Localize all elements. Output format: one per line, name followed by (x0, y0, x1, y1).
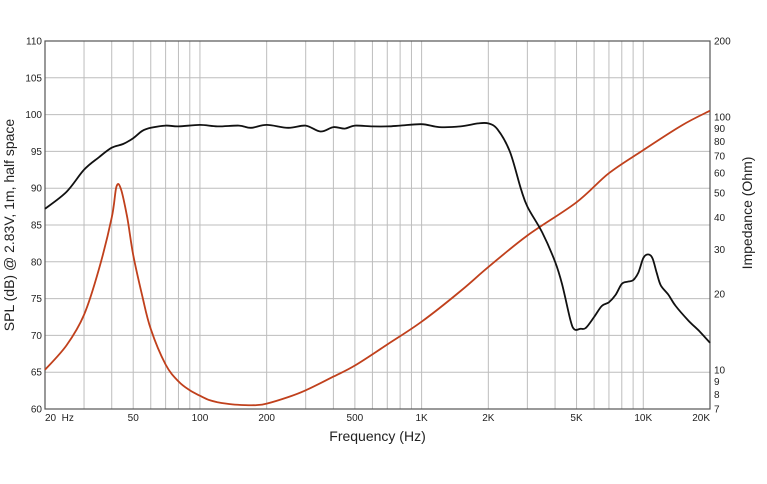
impedance-curve (44, 109, 711, 407)
y-right-tick-label: 80 (714, 137, 726, 148)
y-axis-right-label: Impedance (Ohm) (739, 157, 755, 270)
y-right-tick-label: 200 (714, 37, 731, 48)
y-right-tick-label: 9 (714, 377, 720, 388)
y-left-tick-label: 80 (31, 257, 43, 268)
y-right-tick-label: 40 (714, 213, 726, 224)
y-left-tick-label: 75 (31, 294, 43, 305)
y-axis-left-label: SPL (dB) @ 2.83V, 1m, half space (1, 119, 17, 332)
spl-curve (44, 121, 711, 344)
x-tick-labels: 20 Hz 50 100 200 500 1K 2K 5K 10K 20K (45, 413, 710, 424)
y-left-tick-label: 110 (26, 37, 42, 48)
x-tick-label: 100 (192, 413, 209, 424)
y-left-tick-label: 70 (31, 331, 43, 342)
x-tick-label: 500 (347, 413, 364, 424)
y-left-tick-labels: 60 65 70 75 80 85 90 95 100 105 110 (25, 37, 42, 416)
x-tick-label: 20K (692, 413, 710, 424)
x-tick-label: 200 (258, 413, 275, 424)
y-left-tick-label: 95 (31, 147, 43, 158)
y-right-tick-label: 30 (714, 245, 726, 256)
x-axis-label: Frequency (Hz) (329, 428, 425, 444)
y-right-tick-label: 70 (714, 152, 726, 163)
y-right-tick-label: 10 (714, 365, 726, 376)
x-tick-label: 2K (482, 413, 495, 424)
y-right-tick-label: 60 (714, 169, 726, 180)
series-layer (44, 109, 711, 407)
x-tick-label: 10K (634, 413, 652, 424)
y-left-tick-label: 85 (31, 221, 43, 232)
y-right-tick-label: 7 (714, 405, 720, 416)
x-tick-label: 1K (415, 413, 428, 424)
x-tick-label: 20 Hz (45, 413, 74, 424)
y-right-tick-label: 50 (714, 189, 726, 200)
y-left-tick-label: 90 (31, 184, 43, 195)
x-tick-label: 50 (128, 413, 140, 424)
plot-frame (44, 40, 711, 410)
y-left-tick-label: 60 (31, 405, 43, 416)
y-right-tick-label: 90 (714, 124, 726, 135)
y-right-tick-label: 8 (714, 390, 720, 401)
x-tick-label: 5K (570, 413, 583, 424)
plot-grid (45, 41, 710, 409)
y-left-tick-label: 105 (25, 73, 42, 84)
y-left-tick-label: 65 (31, 368, 43, 379)
y-right-tick-label: 20 (714, 289, 726, 300)
y-right-tick-label: 100 (714, 113, 731, 124)
y-left-tick-label: 100 (25, 110, 42, 121)
